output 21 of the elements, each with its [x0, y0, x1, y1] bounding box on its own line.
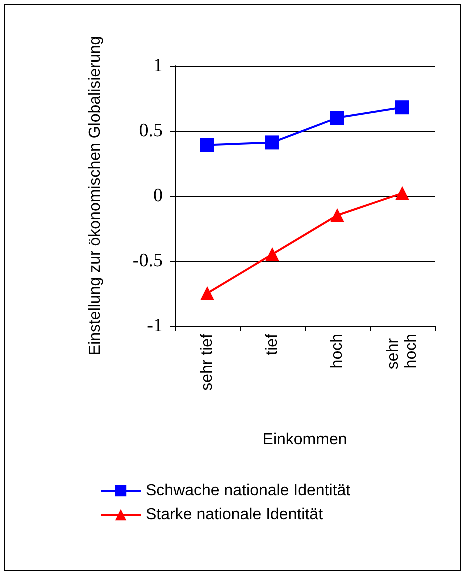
point	[330, 111, 344, 125]
legend-label: Starke nationale Identität	[146, 506, 324, 524]
x-tick-label: sehr tief	[199, 333, 216, 391]
point	[330, 208, 344, 222]
y-tick-label: 1	[154, 56, 163, 76]
point	[396, 100, 410, 115]
y-tick-label: -0.5	[132, 250, 163, 272]
legend-label: Schwache nationale Identität	[146, 482, 352, 500]
x-tick-label: hoch	[329, 334, 346, 369]
point	[396, 186, 410, 200]
x-tick-label: tief	[264, 333, 281, 356]
x-axis-title: Einkommen	[262, 432, 348, 448]
x-tick-label: sehr hoch	[385, 334, 420, 370]
point	[200, 138, 214, 152]
y-tick-label: 0	[154, 186, 163, 206]
y-tick-label: -1	[147, 316, 163, 336]
y-tick-label: 0.5	[139, 120, 163, 142]
point	[266, 248, 280, 262]
point	[266, 136, 280, 150]
y-axis-title: Einstellung zur ökonomischen Globalisierung	[87, 36, 104, 356]
point	[200, 286, 214, 300]
